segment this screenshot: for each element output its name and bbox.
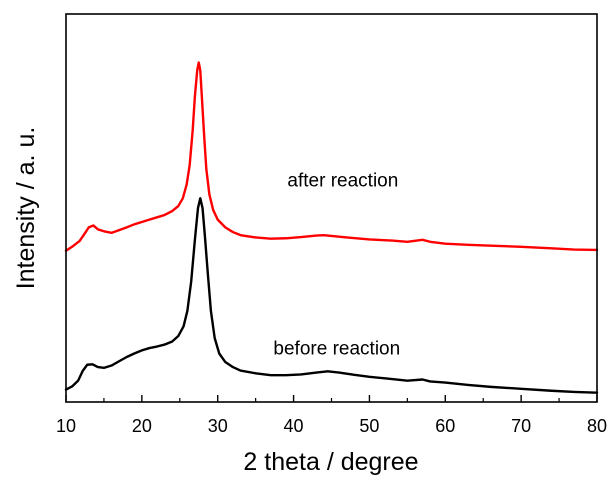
x-axis-title: 2 theta / degree xyxy=(243,448,418,476)
series-layer xyxy=(64,61,599,394)
x-tick-label: 40 xyxy=(284,416,304,436)
series-line-after-reaction xyxy=(64,61,599,252)
x-tick-label: 80 xyxy=(587,416,607,436)
x-tick-label: 30 xyxy=(208,416,228,436)
series-label-after-reaction: after reaction xyxy=(287,171,398,192)
x-tick-label: 10 xyxy=(56,416,76,436)
series-line-before-reaction xyxy=(64,197,599,394)
y-axis-title: Intensity / a. u. xyxy=(12,127,40,290)
x-tick-label: 50 xyxy=(359,416,379,436)
tick-layer: 10 20 30 40 50 60 70 80 xyxy=(56,395,607,436)
x-tick-label: 60 xyxy=(435,416,455,436)
x-tick-label: 20 xyxy=(132,416,152,436)
x-tick-label: 70 xyxy=(511,416,531,436)
series-label-before-reaction: before reaction xyxy=(273,339,400,360)
